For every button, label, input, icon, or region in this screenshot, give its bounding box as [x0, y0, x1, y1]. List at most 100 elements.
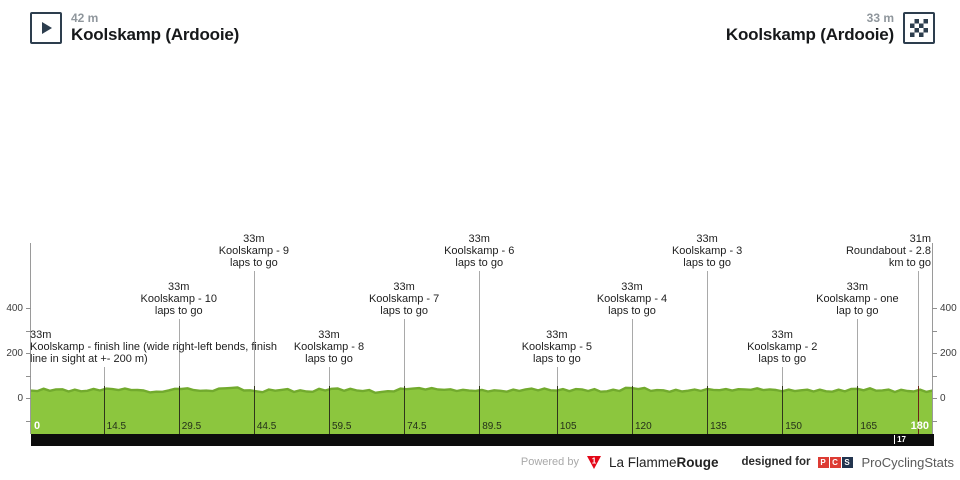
route-marker-line-text: 33m: [30, 329, 52, 341]
route-marker-pointer-line: [707, 271, 709, 386]
y-axis-tick: [26, 308, 31, 309]
route-marker-line-text: 33m: [168, 281, 190, 293]
route-marker-line-text: laps to go: [758, 353, 807, 365]
pcs-logo-icon[interactable]: P C S: [817, 456, 853, 468]
route-marker-pointer-line: [328, 386, 330, 434]
route-marker-line-text: laps to go: [154, 305, 203, 317]
x-axis-tick-label: 89.5: [482, 421, 502, 432]
route-marker-line-text: laps to go: [533, 353, 581, 365]
la-flamme-rouge-logo-icon[interactable]: 1: [586, 455, 602, 470]
la-flamme-rouge-wordmark[interactable]: La FlammeRouge: [609, 455, 719, 470]
route-marker-line-text: laps to go: [380, 305, 428, 317]
route-marker-label: 33m Koolskamp - 6 laps to go: [444, 233, 514, 269]
route-marker-pointer-line: [782, 367, 784, 386]
x-axis-tick-label: 74.5: [407, 421, 427, 432]
y-axis-tick: [26, 353, 31, 354]
route-marker-line-text: 33m: [318, 329, 340, 341]
y-axis-tick: [26, 375, 31, 377]
pcs-letter-s: S: [841, 456, 853, 468]
y-axis-tick: [26, 420, 31, 422]
svg-text:1: 1: [592, 456, 597, 465]
finish-location-block: 33 m Koolskamp (Ardooie): [725, 11, 935, 45]
route-marker-pointer-line: [178, 386, 180, 434]
route-marker-pointer-line: [404, 386, 406, 434]
route-marker-label: 33m Koolskamp - 9 laps to go: [219, 233, 289, 269]
distance-base-bar: 17: [31, 434, 934, 446]
checkered-flag-icon: [910, 19, 928, 37]
route-marker-pointer-line: [707, 386, 709, 434]
route-marker-pointer-line: [556, 367, 558, 386]
route-marker-pointer-line: [103, 367, 105, 386]
route-marker-label: 33m Koolskamp - 7 laps to go: [369, 281, 439, 317]
route-marker-line-text: Koolskamp - 2: [747, 341, 818, 353]
route-marker-line-text: Koolskamp - 4: [596, 293, 668, 305]
route-marker-pointer-line: [479, 271, 481, 386]
route-marker-line-text: lap to go: [836, 305, 879, 317]
route-marker-line-text: Koolskamp - 7: [368, 293, 440, 305]
start-name: Koolskamp (Ardooie): [71, 25, 240, 45]
y-axis-tick: [932, 375, 937, 377]
y-axis-tick-label: 200: [6, 348, 23, 359]
y-axis-tick-label: 200: [940, 348, 957, 359]
route-marker-pointer-line: [328, 367, 330, 386]
credits-footer: Powered by 1 La FlammeRouge designed for…: [521, 451, 954, 473]
route-marker-line-text: 31m: [909, 233, 931, 245]
route-marker-line-text: Koolskamp - finish line (wide right-left…: [30, 341, 278, 353]
route-marker-label: 33m Koolskamp - 5 laps to go: [522, 329, 592, 365]
route-marker-line-text: Koolskamp - 10: [140, 293, 217, 305]
finish-elevation: 33 m: [866, 11, 894, 25]
route-marker-line-text: laps to go: [683, 257, 731, 269]
route-marker-line-text: 33m: [468, 233, 490, 245]
route-marker-line-text: 33m: [771, 329, 793, 341]
route-marker-line-text: 33m: [393, 281, 415, 293]
y-axis-left: [30, 243, 31, 434]
y-axis-tick: [932, 353, 937, 354]
route-marker-pointer-line: [404, 319, 406, 386]
y-axis-right: [932, 243, 933, 434]
route-marker-label: 33m Koolskamp - finish line (wide right-l…: [30, 329, 277, 365]
profile-top-edge: [30, 386, 933, 394]
y-axis-tick: [26, 398, 31, 399]
y-axis-tick: [932, 330, 937, 332]
route-marker-label: 33m Koolskamp - 3 laps to go: [672, 233, 742, 269]
route-marker-line-text: line in sight at +- 200 m): [30, 353, 148, 365]
x-axis-tick-label: 44.5: [256, 421, 277, 432]
route-marker-line-text: km to go: [888, 257, 931, 269]
route-marker-pointer-line: [918, 271, 920, 386]
route-marker-label: 33m Koolskamp - 4 laps to go: [597, 281, 667, 317]
route-marker-pointer-line: [782, 386, 784, 434]
y-axis-tick: [932, 308, 937, 309]
route-marker-line-text: Koolskamp - 8: [293, 341, 365, 353]
start-location-block: 42 m Koolskamp (Ardooie): [30, 11, 240, 45]
y-axis-tick-label: 400: [940, 303, 957, 314]
x-axis-tick-label: 0: [34, 420, 41, 432]
route-marker-label: 31m Roundabout - 2.8 km to go: [846, 233, 931, 269]
y-axis-tick: [932, 398, 937, 399]
procyclingstats-wordmark[interactable]: ProCyclingStats: [861, 454, 954, 470]
route-marker-line-text: 33m: [846, 281, 869, 293]
y-axis-tick: [26, 330, 31, 332]
finish-distance-box: 17: [894, 435, 907, 444]
route-marker-line-text: Koolskamp - 5: [521, 341, 593, 353]
route-marker-line-text: Koolskamp - 6: [444, 245, 515, 257]
x-axis-tick-label: 105: [559, 421, 577, 432]
powered-by-label: Powered by: [520, 456, 579, 468]
route-marker-pointer-line: [632, 319, 633, 386]
route-marker-label: 33m Koolskamp - 10 laps to go: [141, 281, 217, 317]
x-axis-tick-label: 29.5: [181, 421, 202, 432]
y-axis-tick: [932, 420, 937, 422]
finish-name: Koolskamp (Ardooie): [725, 25, 894, 45]
brand-bold: Rouge: [676, 454, 719, 470]
x-axis-tick-label: 135: [710, 421, 727, 432]
route-marker-line-text: 33m: [243, 233, 265, 245]
y-axis-tick-label: 400: [6, 303, 23, 314]
route-marker-pointer-line: [178, 319, 180, 386]
pcs-letter-p: P: [817, 456, 829, 468]
brand-regular: La Flamme: [608, 454, 677, 470]
route-marker-line-text: laps to go: [455, 257, 504, 269]
finish-icon: [903, 12, 935, 44]
route-marker-pointer-line: [556, 386, 558, 434]
route-marker-line-text: Koolskamp - one: [816, 293, 899, 305]
